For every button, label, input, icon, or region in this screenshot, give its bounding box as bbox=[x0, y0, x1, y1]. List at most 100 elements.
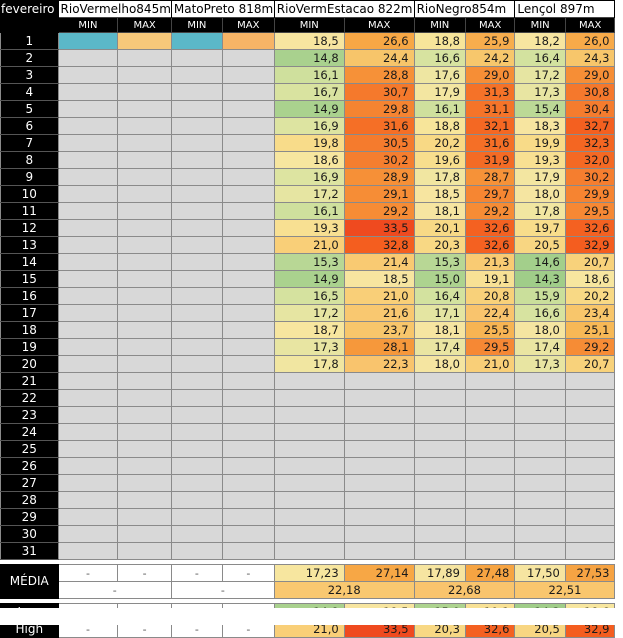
max-value: 26,6 bbox=[344, 33, 414, 50]
min-value: 20,5 bbox=[515, 237, 565, 254]
empty-cell bbox=[414, 543, 465, 560]
edge-cell bbox=[615, 152, 623, 169]
max-value: 29,1 bbox=[344, 186, 414, 203]
empty-cell bbox=[465, 526, 514, 543]
empty-cell bbox=[274, 475, 344, 492]
max-value: 28,9 bbox=[344, 169, 414, 186]
empty-cell bbox=[222, 458, 274, 475]
max-value: 32,6 bbox=[465, 237, 514, 254]
max-value: 33,5 bbox=[344, 220, 414, 237]
empty-cell bbox=[118, 424, 172, 441]
empty-cell bbox=[118, 509, 172, 526]
max-value: 29,2 bbox=[465, 203, 514, 220]
empty-cell bbox=[465, 509, 514, 526]
max-value: 30,5 bbox=[344, 135, 414, 152]
table-row: 31 bbox=[1, 543, 623, 560]
station-header: RioNegro854m bbox=[414, 1, 515, 18]
edge-cell bbox=[615, 84, 623, 101]
empty-cell bbox=[118, 203, 172, 220]
empty-cell bbox=[118, 322, 172, 339]
max-value: 21,4 bbox=[344, 254, 414, 271]
empty-cell bbox=[465, 475, 514, 492]
dash-cell: - bbox=[222, 565, 274, 582]
empty-cell bbox=[222, 339, 274, 356]
empty-cell bbox=[465, 441, 514, 458]
empty-cell bbox=[274, 458, 344, 475]
empty-cell bbox=[118, 152, 172, 169]
day-number: 1 bbox=[1, 33, 59, 50]
empty-cell bbox=[414, 407, 465, 424]
edge-cell bbox=[615, 203, 623, 220]
empty-cell bbox=[171, 458, 222, 475]
min-value: 16,4 bbox=[515, 50, 565, 67]
empty-cell bbox=[222, 84, 274, 101]
empty-cell bbox=[222, 509, 274, 526]
day-number: 20 bbox=[1, 356, 59, 373]
max-value: 32,6 bbox=[465, 220, 514, 237]
max-value: 24,3 bbox=[565, 50, 615, 67]
empty-cell bbox=[515, 543, 565, 560]
empty-cell bbox=[344, 390, 414, 407]
day-number: 25 bbox=[1, 441, 59, 458]
min-header: MIN bbox=[515, 18, 565, 33]
edge-cell bbox=[615, 475, 623, 492]
empty-cell bbox=[58, 543, 118, 560]
empty-cell bbox=[118, 101, 172, 118]
max-value: 21,0 bbox=[344, 288, 414, 305]
empty-cell bbox=[118, 356, 172, 373]
edge-cell bbox=[615, 509, 623, 526]
edge-cell bbox=[615, 582, 623, 599]
empty-cell bbox=[171, 441, 222, 458]
empty-cell bbox=[58, 492, 118, 509]
empty-cell bbox=[222, 254, 274, 271]
min-value: 15,3 bbox=[414, 254, 465, 271]
empty-cell bbox=[171, 254, 222, 271]
empty-cell bbox=[171, 135, 222, 152]
empty-cell bbox=[222, 526, 274, 543]
empty-cell bbox=[171, 339, 222, 356]
min-value: 20,3 bbox=[414, 237, 465, 254]
edge-cell bbox=[615, 407, 623, 424]
max-value: 31,6 bbox=[344, 118, 414, 135]
empty-cell bbox=[222, 373, 274, 390]
empty-cell bbox=[465, 373, 514, 390]
empty-cell bbox=[222, 407, 274, 424]
min-value: 17,6 bbox=[414, 67, 465, 84]
edge-cell bbox=[615, 18, 623, 33]
empty-cell bbox=[344, 424, 414, 441]
media-max-value: 27,14 bbox=[344, 565, 414, 582]
dash-cell: - bbox=[58, 582, 171, 599]
empty-cell bbox=[118, 288, 172, 305]
dash-cell: - bbox=[118, 565, 172, 582]
edge-cell bbox=[615, 169, 623, 186]
empty-cell bbox=[58, 67, 118, 84]
min-value: 14,6 bbox=[515, 254, 565, 271]
empty-cell bbox=[414, 458, 465, 475]
day-number: 23 bbox=[1, 407, 59, 424]
edge-cell bbox=[615, 492, 623, 509]
min-value: 18,1 bbox=[414, 203, 465, 220]
table-row: 21 bbox=[1, 373, 623, 390]
min-value: 17,9 bbox=[414, 84, 465, 101]
empty-cell bbox=[565, 509, 615, 526]
empty-cell bbox=[58, 475, 118, 492]
month-label: fevereiro bbox=[1, 1, 59, 18]
day-number: 21 bbox=[1, 373, 59, 390]
edge-cell bbox=[615, 305, 623, 322]
day-number: 3 bbox=[1, 67, 59, 84]
max-value: 28,7 bbox=[465, 169, 514, 186]
max-value: 29,0 bbox=[565, 67, 615, 84]
empty-cell bbox=[222, 169, 274, 186]
min-value: 18,2 bbox=[515, 33, 565, 50]
min-value: 17,2 bbox=[515, 67, 565, 84]
empty-cell bbox=[222, 288, 274, 305]
min-value: 17,8 bbox=[274, 356, 344, 373]
empty-cell bbox=[565, 458, 615, 475]
empty-cell bbox=[171, 424, 222, 441]
empty-cell bbox=[515, 424, 565, 441]
table-row: 29 bbox=[1, 509, 623, 526]
edge-cell bbox=[615, 50, 623, 67]
